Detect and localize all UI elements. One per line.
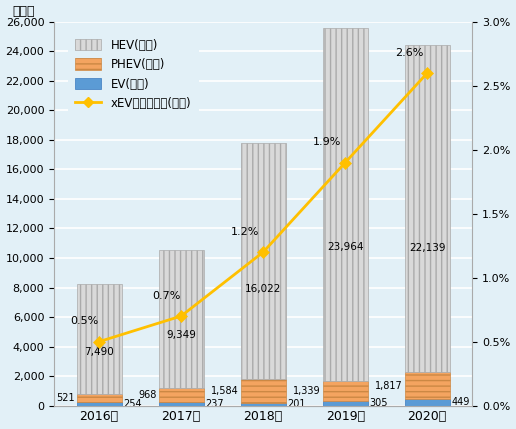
Text: 9,349: 9,349 [166, 330, 196, 340]
Bar [158, 402, 204, 405]
Text: 1,584: 1,584 [211, 386, 239, 396]
Text: 0.7%: 0.7% [152, 291, 181, 301]
Bar [405, 399, 450, 405]
Bar [240, 143, 286, 379]
Text: 237: 237 [205, 399, 224, 409]
Text: 305: 305 [369, 399, 388, 408]
Text: 2.6%: 2.6% [395, 48, 423, 57]
Text: （台）: （台） [12, 5, 35, 18]
Text: 201: 201 [287, 399, 306, 409]
Text: 521: 521 [56, 393, 75, 403]
Bar [405, 372, 450, 399]
Text: 22,139: 22,139 [409, 243, 445, 253]
Text: 16,022: 16,022 [245, 284, 281, 294]
Text: 968: 968 [139, 390, 157, 400]
Bar [240, 379, 286, 403]
Text: 23,964: 23,964 [327, 242, 363, 252]
Bar [405, 45, 450, 372]
Text: 0.5%: 0.5% [70, 316, 99, 326]
Bar [322, 381, 368, 401]
Bar [158, 250, 204, 388]
Text: 1,339: 1,339 [294, 386, 321, 396]
Text: 1.9%: 1.9% [313, 137, 342, 147]
Bar [76, 402, 122, 405]
Bar [322, 401, 368, 405]
Text: 449: 449 [452, 397, 470, 407]
Bar [158, 388, 204, 402]
Bar [76, 394, 122, 402]
Text: 1,817: 1,817 [375, 381, 403, 390]
Legend: HEV(左軸), PHEV(左軸), EV(左軸), xEV／国内販売(右軸): HEV(左軸), PHEV(左軸), EV(左軸), xEV／国内販売(右軸) [68, 32, 199, 117]
Text: 7,490: 7,490 [84, 347, 114, 357]
Text: 254: 254 [123, 399, 142, 409]
Bar [76, 284, 122, 394]
Bar [240, 403, 286, 405]
Text: 1.2%: 1.2% [231, 227, 260, 237]
Bar [322, 27, 368, 381]
